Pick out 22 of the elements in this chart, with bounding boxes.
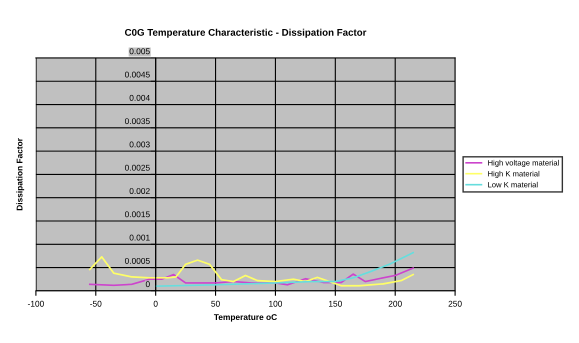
x-tick-label: 100 bbox=[269, 300, 282, 307]
y-axis-title: Dissipation Factor bbox=[16, 138, 24, 210]
x-tick-label: 200 bbox=[388, 300, 402, 307]
y-tick-label: 0.0035 bbox=[124, 118, 150, 124]
x-tick-label: 50 bbox=[211, 300, 220, 307]
y-tick-label: 0.005 bbox=[130, 48, 150, 54]
x-tick-label: 150 bbox=[329, 300, 342, 307]
x-tick-label: 250 bbox=[448, 300, 462, 307]
y-tick-label: 0 bbox=[146, 281, 150, 288]
y-tick-label: 0.0045 bbox=[124, 72, 150, 78]
y-tick-label: 0.0005 bbox=[124, 258, 150, 264]
x-tick-label: 0 bbox=[154, 300, 158, 307]
y-tick-label: 0.002 bbox=[130, 188, 150, 194]
chart-title: C0G Temperature Characteristic - Dissipation Factor bbox=[124, 28, 366, 38]
y-tick-label: 0.0015 bbox=[124, 211, 150, 218]
y-tick-label: 0.001 bbox=[130, 234, 150, 241]
x-tick-label: -50 bbox=[90, 300, 102, 307]
y-tick-label: 0.004 bbox=[130, 94, 150, 101]
y-tick-label: 0.0025 bbox=[124, 164, 150, 171]
y-tick-label: 0.003 bbox=[130, 141, 150, 148]
x-tick-label: -100 bbox=[28, 300, 44, 307]
x-axis-title: Temperature oC bbox=[214, 314, 277, 322]
